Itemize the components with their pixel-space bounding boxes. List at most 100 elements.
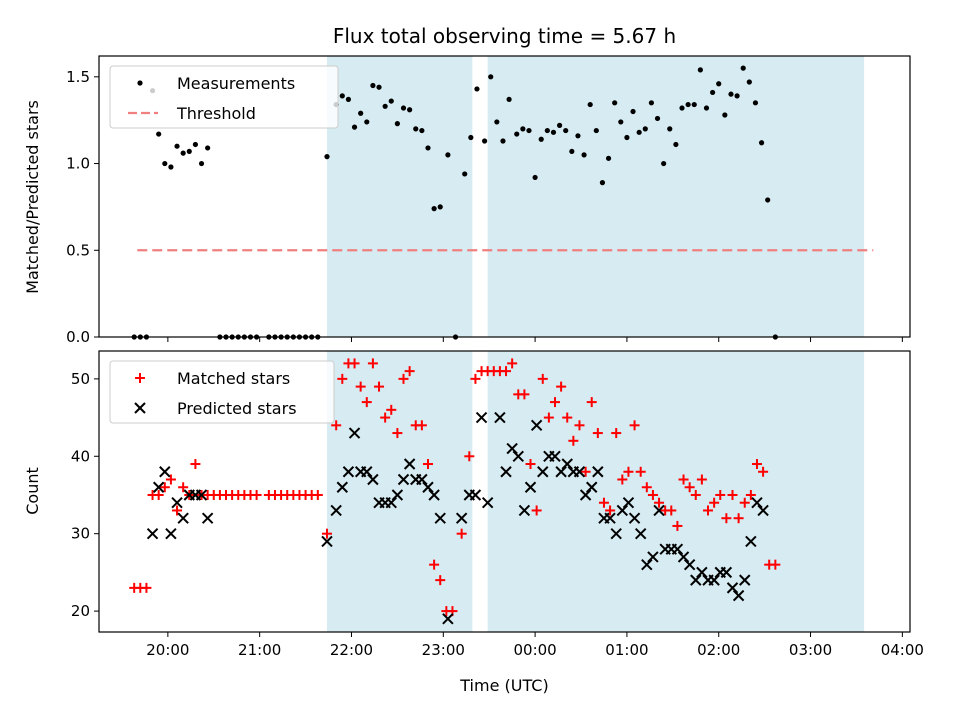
predicted-stars-point bbox=[475, 411, 488, 424]
measurements-point bbox=[746, 79, 752, 85]
measurements-point bbox=[186, 148, 192, 155]
predicted-stars-point bbox=[745, 535, 757, 548]
y-tick-label-top: 0.5 bbox=[66, 241, 90, 259]
predicted-stars-point bbox=[428, 489, 440, 501]
measurements-point bbox=[575, 133, 581, 139]
measurements-point bbox=[431, 206, 437, 212]
matched-stars-point bbox=[312, 489, 323, 500]
measurements-point bbox=[722, 112, 728, 118]
matched-stars-point bbox=[592, 428, 603, 439]
predicted-stars-point bbox=[641, 558, 653, 571]
measurements-point bbox=[437, 204, 443, 210]
measurements-point bbox=[673, 141, 679, 148]
measurements-point bbox=[685, 101, 691, 108]
matched-stars-point bbox=[386, 404, 397, 415]
measurements-point bbox=[716, 81, 722, 87]
predicted-stars-point bbox=[391, 489, 404, 501]
measurements-point bbox=[593, 127, 599, 134]
predicted-stars-point bbox=[732, 589, 745, 602]
matched-stars-point bbox=[751, 459, 762, 470]
measurements-point bbox=[370, 82, 376, 89]
measurements-point bbox=[400, 105, 407, 111]
predicted-stars-point bbox=[146, 527, 159, 540]
measurements-point bbox=[697, 67, 703, 73]
measurements-point bbox=[538, 136, 544, 142]
matched-stars-point bbox=[574, 420, 585, 431]
measurements-point bbox=[425, 145, 431, 151]
matched-stars-point bbox=[456, 528, 467, 539]
measurements-point bbox=[544, 127, 550, 134]
y-tick-label-top: 1.5 bbox=[66, 68, 90, 86]
predicted-stars-point bbox=[336, 481, 349, 493]
matched-stars-point bbox=[709, 497, 720, 508]
predicted-stars-point bbox=[671, 543, 684, 555]
measurements-point bbox=[180, 150, 186, 156]
predicted-stars-point bbox=[416, 473, 428, 486]
measurements-point bbox=[703, 105, 710, 111]
predicted-stars-point bbox=[481, 497, 494, 509]
matched-stars-point bbox=[361, 397, 372, 408]
legend-label-measurements: Measurements bbox=[177, 74, 295, 93]
matched-stars-point bbox=[141, 582, 152, 593]
matched-stars-point bbox=[543, 412, 554, 423]
x-tick-label: 00:00 bbox=[513, 641, 556, 659]
x-tick-label: 02:00 bbox=[697, 641, 740, 659]
matched-stars-point bbox=[355, 381, 366, 392]
matched-stars-point bbox=[422, 459, 433, 470]
legend-label-predicted-stars: Predicted stars bbox=[177, 399, 297, 418]
matched-stars-point bbox=[580, 466, 591, 477]
measurements-point bbox=[494, 119, 500, 125]
measurements-point bbox=[445, 152, 451, 158]
predicted-stars-point bbox=[653, 504, 665, 517]
predicted-stars-point bbox=[524, 481, 537, 493]
matched-stars-point bbox=[611, 428, 622, 439]
matched-stars-point bbox=[470, 373, 481, 384]
matched-stars-point bbox=[367, 358, 378, 369]
measurements-point bbox=[710, 89, 716, 96]
matched-stars-point bbox=[647, 489, 658, 500]
predicted-stars-point bbox=[696, 566, 708, 579]
predicted-stars-point bbox=[579, 489, 592, 501]
predicted-stars-point bbox=[367, 473, 379, 486]
matched-stars-point bbox=[178, 482, 189, 493]
predicted-stars-point bbox=[537, 466, 549, 478]
measurements-point bbox=[563, 127, 569, 134]
measurements-point bbox=[624, 134, 630, 141]
matched-stars-point bbox=[733, 513, 744, 524]
predicted-stars-point bbox=[321, 535, 333, 548]
matched-stars-point bbox=[727, 489, 738, 500]
matched-stars-point bbox=[507, 358, 518, 369]
predicted-stars-point bbox=[348, 427, 361, 439]
y-tick-label-top: 0.0 bbox=[66, 328, 90, 346]
measurements-point bbox=[618, 119, 624, 125]
measurements-point bbox=[162, 160, 168, 167]
matched-stars-point bbox=[321, 528, 332, 539]
shaded-span-top-1 bbox=[487, 56, 865, 337]
shaded-span-bottom-1 bbox=[487, 351, 865, 632]
measurements-point bbox=[661, 160, 667, 167]
measurements-point bbox=[488, 74, 494, 80]
measurements-point bbox=[752, 100, 759, 106]
x-tick-label: 23:00 bbox=[422, 641, 465, 659]
matched-stars-point bbox=[617, 474, 628, 485]
predicted-stars-point bbox=[361, 466, 373, 478]
x-tick-label: 21:00 bbox=[238, 641, 281, 659]
measurements-point bbox=[728, 91, 734, 97]
y-axis-label-bottom: Count bbox=[23, 467, 42, 515]
matched-stars-point bbox=[678, 474, 689, 485]
matched-stars-point bbox=[331, 420, 342, 431]
legend-top: Measurements Threshold bbox=[109, 65, 339, 129]
predicted-stars-point bbox=[195, 489, 208, 501]
predicted-stars-point bbox=[628, 512, 641, 524]
matched-stars-point bbox=[696, 474, 707, 485]
predicted-stars-point bbox=[342, 466, 355, 478]
measurements-point bbox=[419, 127, 425, 134]
predicted-stars-point bbox=[720, 566, 733, 579]
legend-swatch-measurements bbox=[137, 80, 143, 86]
matched-stars-point bbox=[721, 513, 732, 524]
matched-stars-point bbox=[519, 389, 530, 400]
predicted-stars-point bbox=[500, 466, 512, 478]
predicted-stars-point bbox=[757, 504, 769, 517]
matched-stars-point bbox=[641, 482, 652, 493]
